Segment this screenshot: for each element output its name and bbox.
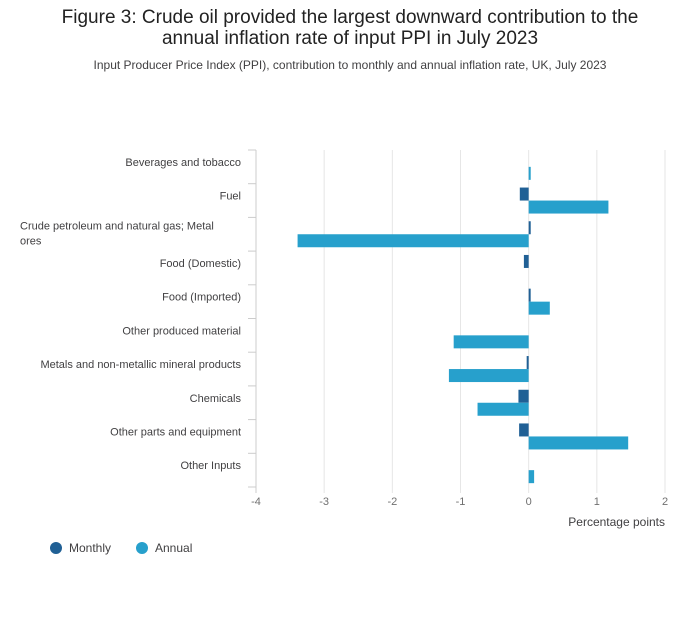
category-label: Beverages and tobacco <box>125 157 241 169</box>
bar-annual <box>297 234 529 248</box>
x-tick-label: 2 <box>662 496 668 508</box>
bar-annual <box>453 335 529 349</box>
x-tick-label: 0 <box>526 496 532 508</box>
bar-monthly <box>519 423 529 437</box>
bar-annual <box>528 301 550 315</box>
bar-monthly <box>526 356 529 370</box>
category-label: Other parts and equipment <box>110 426 241 438</box>
chart-title: Figure 3: Crude oil provided the largest… <box>0 7 700 49</box>
x-tick-label: -2 <box>387 496 397 508</box>
x-tick-label: 1 <box>594 496 600 508</box>
bar-monthly <box>523 254 529 268</box>
category-label: Food (Imported) <box>162 292 241 304</box>
category-label: Crude petroleum and natural gas; Metal <box>20 220 214 232</box>
bar-monthly <box>518 389 529 403</box>
bar-annual <box>477 402 529 416</box>
chart-subtitle: Input Producer Price Index (PPI), contri… <box>93 58 607 72</box>
chart-title-line-1: Figure 3: Crude oil provided the largest… <box>61 7 639 28</box>
x-axis-title: Percentage points <box>568 515 665 529</box>
bar-monthly <box>528 221 531 235</box>
legend-item-annual: Annual <box>136 541 192 555</box>
legend-item-monthly: Monthly <box>50 541 111 555</box>
x-tick-label: -4 <box>251 496 261 508</box>
bar-annual <box>528 470 535 484</box>
category-label: Chemicals <box>190 393 242 405</box>
x-tick-label: -1 <box>456 496 466 508</box>
legend-label-annual: Annual <box>155 541 193 555</box>
bar-annual <box>448 369 529 383</box>
x-tick-label: -3 <box>319 496 329 508</box>
chart-title-line-2: annual inflation rate of input PPI in Ju… <box>161 28 539 49</box>
category-label: Food (Domestic) <box>160 258 241 270</box>
bar-annual <box>528 166 531 180</box>
bar-annual <box>528 200 609 214</box>
category-label: Fuel <box>220 191 241 203</box>
bar-chart: -4 -3 -2 -1 0 1 2 Percentage points Beverages an… <box>20 149 668 529</box>
bar-monthly <box>528 288 531 302</box>
legend-swatch-monthly <box>50 542 62 554</box>
category-label: Other produced material <box>122 325 241 337</box>
legend-swatch-annual <box>136 542 148 554</box>
category-label: Other Inputs <box>180 460 241 472</box>
bar-monthly <box>519 187 529 201</box>
category-label: ores <box>20 235 42 247</box>
legend-label-monthly: Monthly <box>69 541 112 555</box>
bar-annual <box>528 436 629 450</box>
category-label: Metals and non-metallic mineral products <box>40 359 241 371</box>
